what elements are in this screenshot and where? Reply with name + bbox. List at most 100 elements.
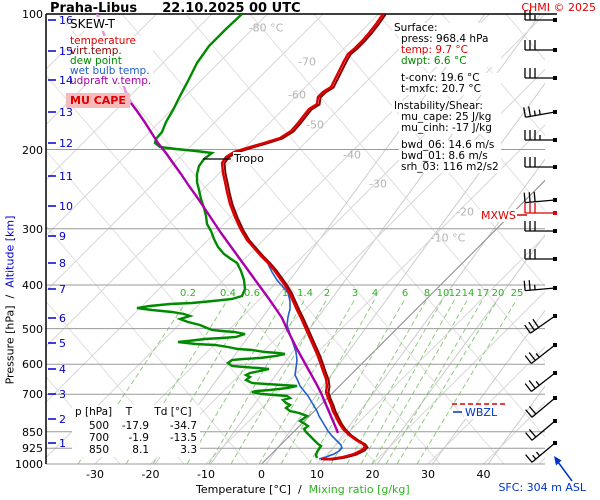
wind-barb: [524, 343, 557, 364]
sfc-label: SFC: 304 m ASL: [498, 481, 586, 494]
isotherm-label: -10 °C: [430, 231, 466, 245]
x-axis-title-sep: /: [290, 483, 309, 496]
altitude-tick-label: 13: [59, 106, 73, 119]
table-header: p [hPa] T Td [°C]: [75, 406, 197, 418]
pressure-tick-label: 850: [22, 425, 43, 439]
wind-barb: [523, 106, 557, 118]
wind-barb: [524, 68, 557, 80]
pressure-tick-label: 1000: [15, 458, 43, 471]
wind-barb: [523, 191, 557, 204]
temp-tick-label: 10: [310, 468, 324, 481]
pressure-tick-label: 100: [22, 8, 43, 21]
mixing-ratio-label: 10: [436, 288, 450, 299]
legend-item-udpraft-v-temp-: udpraft v.temp.: [68, 75, 154, 87]
pressure-tick-label: 925: [22, 442, 43, 456]
mixing-ratio-label: 0.4: [220, 288, 236, 299]
table-cell: 3.3: [180, 444, 197, 456]
temp-tick-label: 0: [258, 468, 265, 481]
table-cell: -17.9: [121, 420, 149, 432]
dewpoint-curve: [136, 14, 323, 459]
legend-item-temperature: temperature: [68, 36, 154, 46]
info-line: mu_cinh: -17 J/kg: [399, 123, 501, 134]
isotherm-label: -80 °C: [248, 21, 284, 35]
mixing-ratio-label: 3: [351, 288, 359, 299]
temp-tick-label: 20: [365, 468, 380, 481]
temp-tick-label: -30: [86, 468, 104, 481]
info-heading: Surface:: [392, 23, 501, 34]
wind-barb: [524, 203, 557, 215]
y-axis-title-pressure: Pressure [hPa]: [3, 305, 17, 385]
table-cell: -13.5: [169, 432, 197, 444]
altitude-tick-label: 4: [59, 363, 66, 376]
mixing-ratio-label: 2: [323, 288, 331, 299]
altitude-tick-label: 16: [59, 14, 73, 27]
altitude-tick-label: 14: [59, 74, 73, 87]
info-line: bwd_06: 14.6 m/s: [399, 140, 501, 151]
altitude-tick-label: 12: [59, 137, 73, 150]
wind-barb: [524, 249, 557, 261]
isotherm-label: -50: [306, 118, 324, 132]
info-line: mu_cape: 25 J/kg: [399, 112, 501, 123]
info-heading: Instability/Shear:: [392, 101, 501, 112]
isotherm-label: -30: [369, 177, 387, 191]
wbzl-label: WBZL: [464, 406, 499, 419]
table-cell: 8.1: [132, 444, 149, 456]
legend-item-dew-point: dew point: [68, 56, 154, 66]
wind-barb: [525, 396, 557, 418]
legend-item-wet-bulb-temp-: wet bulb temp.: [68, 66, 154, 76]
info-line: bwd_01: 8.6 m/s: [399, 151, 501, 162]
pressure-tick-label: 300: [22, 222, 43, 236]
altitude-tick-label: 8: [59, 257, 66, 270]
sounding-table: p [hPa] T Td [°C] 500 -17.9 -34.7 700 -1.9 -13.5…: [72, 405, 200, 457]
isotherm-label: -70: [298, 55, 316, 69]
table-row: 850 8.1 3.3: [75, 444, 197, 456]
table-cell: -34.7: [169, 420, 197, 432]
temp-tick-label: 30: [421, 468, 435, 481]
legend-heading: SKEW-T: [68, 17, 118, 31]
altitude-tick-label: 11: [59, 170, 73, 183]
temp-tick-label: 40: [476, 468, 491, 481]
virt-temp-curve: [223, 14, 387, 461]
table-row: 700 -1.9 -13.5: [75, 432, 197, 444]
altitude-tick-label: 15: [59, 45, 73, 58]
pressure-tick-label: 400: [22, 279, 43, 292]
wind-barb: [524, 157, 557, 169]
wind-barb: [524, 130, 557, 142]
table-cell: 500: [88, 420, 109, 432]
legend: temperature virt.temp. dew point wet bulb t…: [68, 36, 154, 87]
page-title: Praha-Libus 22.10.2025 00 UTC: [50, 1, 301, 16]
mixing-ratio-label: 8: [423, 288, 431, 299]
isotherm-label: -60: [288, 88, 306, 102]
mixing-ratio-label: 20: [491, 288, 505, 299]
station-title: Praha-Libus: [50, 1, 138, 16]
pressure-tick-label: 500: [22, 322, 43, 336]
wind-barb: [523, 280, 557, 292]
mxws-label: MXWS: [480, 209, 517, 222]
wetbulb-curve: [267, 263, 343, 460]
mixing-ratio-label: 1: [281, 288, 289, 299]
wind-barb: [524, 314, 557, 334]
wind-barb: [525, 441, 557, 463]
altitude-tick-label: 6: [59, 312, 66, 325]
info-gap: [392, 173, 501, 179]
info-line: press: 968.4 hPa: [399, 34, 501, 45]
info-line: t-mxfc: 20.7 °C: [399, 84, 501, 95]
info-line: dwpt: 6.6 °C: [399, 56, 501, 67]
table-header-cell: T: [125, 406, 133, 418]
wind-barb: [524, 40, 557, 52]
x-axis-title-mixing: Mixing ratio [g/kg]: [308, 483, 410, 496]
wind-barb: [524, 371, 557, 392]
pressure-tick-label: 600: [22, 358, 43, 372]
legend-item-virt-temp-: virt.temp.: [68, 46, 154, 56]
table-header-cell: Td [°C]: [154, 406, 192, 418]
altitude-tick-label: 10: [59, 200, 73, 213]
mixing-ratio-label: 14: [461, 288, 475, 299]
altitude-tick-label: 5: [59, 337, 66, 350]
isotherm-label: -40: [343, 148, 361, 162]
mixing-ratio-label: 25: [510, 288, 524, 299]
temperature-curve: [220, 14, 384, 461]
sfc-arrowhead: [554, 456, 562, 466]
altitude-tick-label: 7: [59, 283, 66, 296]
mixing-ratio-label: 0.6: [244, 288, 260, 299]
